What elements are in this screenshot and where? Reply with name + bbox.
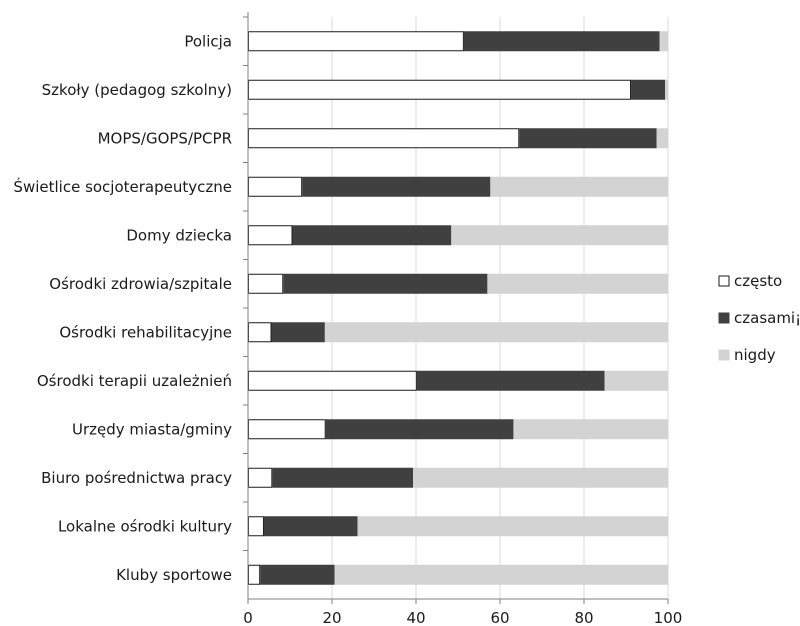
legend: często czasami¡ nigdy (718, 272, 800, 364)
x-tick-label-20: 20 (322, 609, 341, 626)
bar-czasami-policja (463, 31, 660, 52)
bar-czesto-swietlice-socjoterapeutyczne (248, 176, 303, 197)
bar-czasami-osrodki-rehabilitacyjne (271, 322, 325, 343)
bar-nigdy-urzedy-miasta-gminy (513, 419, 668, 440)
bar-nigdy-policja (659, 31, 668, 52)
bar-nigdy-osrodki-zdrowia-szpitale (487, 273, 668, 294)
legend-label-czesto: często (734, 272, 782, 290)
bar-czasami-mops-gops-pcpr (519, 128, 657, 149)
bar-nigdy-lokalne-osrodki-kultury (357, 516, 668, 537)
x-tick-label-40: 40 (406, 609, 425, 626)
bar-nigdy-szkoly-pedagog-szkolny (665, 79, 668, 100)
legend-swatch-czasami (718, 312, 730, 324)
bar-czasami-osrodki-zdrowia-szpitale (283, 273, 488, 294)
bar-czesto-lokalne-osrodki-kultury (248, 516, 264, 537)
category-label-kluby-sportowe: Kluby sportowe (116, 566, 232, 584)
category-label-osrodki-terapii-uzaleznien: Ośrodki terapii uzależnień (37, 372, 232, 390)
bar-czesto-kluby-sportowe (248, 564, 261, 585)
bar-czesto-policja (248, 31, 464, 52)
bar-czasami-szkoly-pedagog-szkolny (631, 79, 666, 100)
axes (243, 12, 669, 604)
bar-czesto-osrodki-terapii-uzaleznien (248, 370, 417, 391)
bar-czesto-osrodki-zdrowia-szpitale (248, 273, 284, 294)
bar-nigdy-biuro-posrednictwa-pracy (413, 467, 668, 488)
category-label-domy-dziecka: Domy dziecka (126, 226, 232, 244)
category-label-urzedy-miasta-gminy: Urzędy miasta/gminy (72, 420, 232, 438)
bar-nigdy-swietlice-socjoterapeutyczne (490, 176, 668, 197)
bar-czasami-kluby-sportowe (260, 564, 335, 585)
bar-czesto-szkoly-pedagog-szkolny (248, 79, 632, 100)
category-label-swietlice-socjoterapeutyczne: Świetlice socjoterapeutyczne (13, 177, 232, 196)
bar-nigdy-domy-dziecka (451, 225, 668, 246)
x-tick-labels: 0 20 40 60 80 100 (243, 609, 682, 626)
bar-nigdy-kluby-sportowe (334, 564, 668, 585)
bar-nigdy-mops-gops-pcpr (656, 128, 668, 149)
category-labels: Policja Szkoły (pedagog szkolny) MOPS/GOPS… (13, 32, 232, 584)
bars (248, 31, 669, 585)
grid (331, 17, 669, 599)
category-label-osrodki-rehabilitacyjne: Ośrodki rehabilitacyjne (59, 323, 232, 341)
bar-czasami-domy-dziecka (292, 225, 452, 246)
bar-czesto-urzedy-miasta-gminy (248, 419, 326, 440)
bar-nigdy-osrodki-terapii-uzaleznien (604, 370, 669, 391)
bar-czasami-lokalne-osrodki-kultury (263, 516, 358, 537)
bar-czasami-biuro-posrednictwa-pracy (272, 467, 414, 488)
x-tick-label-60: 60 (490, 609, 509, 626)
category-label-mops-gops-pcpr: MOPS/GOPS/PCPR (98, 129, 232, 147)
category-label-policja: Policja (184, 32, 232, 50)
bar-czasami-urzedy-miasta-gminy (325, 419, 514, 440)
bar-czesto-mops-gops-pcpr (248, 128, 520, 149)
x-tick-label-0: 0 (243, 609, 253, 626)
bar-czasami-swietlice-socjoterapeutyczne (302, 176, 491, 197)
bar-czesto-domy-dziecka (248, 225, 293, 246)
x-tick-label-80: 80 (574, 609, 593, 626)
bar-czesto-osrodki-rehabilitacyjne (248, 322, 272, 343)
legend-swatch-nigdy (718, 349, 730, 361)
category-label-lokalne-osrodki-kultury: Lokalne ośrodki kultury (58, 517, 232, 535)
category-label-szkoly-pedagog-szkolny: Szkoły (pedagog szkolny) (42, 81, 232, 99)
bar-nigdy-osrodki-rehabilitacyjne (324, 322, 668, 343)
category-label-biuro-posrednictwa-pracy: Biuro pośrednictwa pracy (41, 469, 232, 487)
category-label-osrodki-zdrowia-szpitale: Ośrodki zdrowia/szpitale (49, 275, 232, 293)
legend-label-czasami: czasami¡ (734, 309, 800, 327)
legend-swatch-czesto (718, 275, 730, 287)
bar-czesto-biuro-posrednictwa-pracy (248, 467, 273, 488)
legend-label-nigdy: nigdy (734, 346, 776, 364)
x-tick-label-100: 100 (654, 609, 683, 626)
bar-czasami-osrodki-terapii-uzaleznien (416, 370, 605, 391)
